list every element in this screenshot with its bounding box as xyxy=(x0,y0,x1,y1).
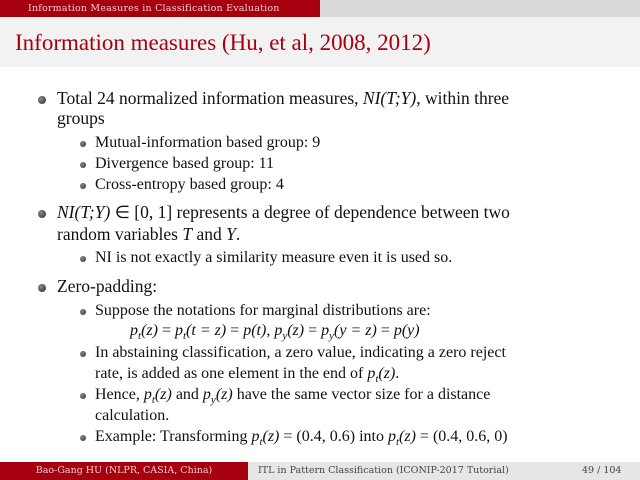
text-line: pt(z) = pt(t = z) = p(t), py(z) = py(y =… xyxy=(130,322,420,342)
text-segment: NI is not exactly a similarity measure e… xyxy=(95,249,453,266)
text-line: Total 24 normalized information measures… xyxy=(57,88,509,109)
math-segment: t xyxy=(182,330,187,343)
math-segment: p xyxy=(130,322,138,339)
bullet-icon xyxy=(80,256,86,262)
slide-title: Information measures (Hu, et al, 2008, 2… xyxy=(15,30,431,55)
title-band xyxy=(0,17,640,67)
text-segment: Cross-entropy based group: 4 xyxy=(95,176,284,193)
text-line: random variables T and Y. xyxy=(57,224,240,245)
text-segment: = (0.4, 0.6, 0) xyxy=(415,428,508,445)
math-segment: t xyxy=(138,330,142,343)
text-line: Cross-entropy based group: 4 xyxy=(95,176,284,194)
text-line: calculation. xyxy=(95,407,169,425)
math-segment: p(t) xyxy=(243,322,267,339)
text-segment: calculation. xyxy=(95,407,170,424)
math-segment: NI(T;Y) xyxy=(57,202,111,222)
math-segment: (z) xyxy=(141,322,158,339)
text-line: Suppose the notations for marginal distr… xyxy=(95,302,431,320)
text-segment: = (0.4, 0.6) into xyxy=(279,428,388,445)
math-segment: T xyxy=(182,224,193,244)
text-line: In abstaining classification, a zero val… xyxy=(95,344,506,362)
math-segment: p xyxy=(274,322,283,339)
text-segment: = xyxy=(376,322,394,339)
text-segment: and xyxy=(171,386,203,403)
math-segment: (z) xyxy=(262,428,280,445)
text-segment: In abstaining classification, a zero val… xyxy=(95,344,506,361)
text-line: Example: Transforming pt(z) = (0.4, 0.6)… xyxy=(95,428,508,448)
bullet-icon xyxy=(80,162,86,168)
math-segment: (z) xyxy=(215,386,233,403)
text-line: rate, is added as one element in the end… xyxy=(95,365,399,385)
bullet-icon xyxy=(80,141,86,147)
math-segment: p xyxy=(367,365,376,382)
text-segment: = xyxy=(157,322,175,339)
math-segment: (t = z) xyxy=(186,322,227,339)
text-segment: Hence, xyxy=(95,386,144,403)
page-number[interactable]: 49 / 104 xyxy=(582,465,622,476)
footer-author: Bao-Gang HU (NLPR, CASIA, China) xyxy=(0,462,248,480)
text-segment: groups xyxy=(57,108,105,128)
math-segment: p xyxy=(387,428,396,445)
math-segment: p xyxy=(321,322,330,339)
math-segment: t xyxy=(259,436,263,449)
math-segment: (z) xyxy=(287,322,305,339)
bullet-icon xyxy=(38,284,46,292)
text-segment: , xyxy=(266,322,275,339)
section-title: Information Measures in Classification E… xyxy=(0,0,320,17)
math-segment: y xyxy=(210,394,216,407)
text-segment: have the same vector size for a distance xyxy=(232,386,491,403)
bullet-icon xyxy=(38,96,46,104)
bullet-icon xyxy=(80,435,86,441)
math-segment: (z) xyxy=(399,428,416,445)
text-segment: . xyxy=(395,365,400,382)
math-segment: t xyxy=(151,394,155,407)
math-segment: NI(T;Y) xyxy=(362,88,417,108)
bullet-icon xyxy=(80,183,86,189)
math-segment: Y xyxy=(226,224,236,244)
math-segment: p xyxy=(143,386,152,403)
text-segment: . xyxy=(235,224,241,244)
text-line: NI(T;Y) ∈ [0, 1] represents a degree of … xyxy=(57,202,510,223)
math-segment: y xyxy=(282,330,288,343)
text-segment: = xyxy=(226,322,244,339)
text-segment: Mutual-information based group: 9 xyxy=(95,134,321,151)
math-segment: p xyxy=(251,428,260,445)
text-segment: ∈ [0, 1] represents a degree of dependen… xyxy=(110,202,510,222)
text-segment: , within three xyxy=(416,88,510,108)
text-line: Mutual-information based group: 9 xyxy=(95,134,320,152)
text-line: Divergence based group: 11 xyxy=(95,155,274,173)
text-segment: Suppose the notations for marginal distr… xyxy=(95,302,431,319)
text-segment: Divergence based group: 11 xyxy=(95,155,275,172)
text-line: Hence, pt(z) and py(z) have the same vec… xyxy=(95,386,490,406)
bullet-icon xyxy=(80,351,86,357)
footer-talk-title: ITL in Pattern Classification (ICONIP-20… xyxy=(258,465,509,476)
text-line: groups xyxy=(57,108,105,129)
bullet-icon xyxy=(80,309,86,315)
text-line: Zero-padding: xyxy=(57,276,157,297)
text-segment: Zero-padding: xyxy=(57,276,158,296)
math-segment: (z) xyxy=(378,365,396,382)
text-segment: Total 24 normalized information measures… xyxy=(57,88,363,108)
bullet-icon xyxy=(38,210,46,218)
math-segment: p xyxy=(202,386,211,403)
math-segment: y xyxy=(329,330,335,343)
math-segment: (y = z) xyxy=(334,322,377,339)
text-segment: Example: Transforming xyxy=(95,428,252,445)
footer: Bao-Gang HU (NLPR, CASIA, China) ITL in … xyxy=(0,462,640,480)
math-segment: p xyxy=(174,322,183,339)
text-line: NI is not exactly a similarity measure e… xyxy=(95,249,452,267)
math-segment: t xyxy=(375,373,379,386)
text-segment: and xyxy=(192,224,227,244)
math-segment: (z) xyxy=(154,386,172,403)
bullet-icon xyxy=(80,393,86,399)
text-segment: random variables xyxy=(57,224,183,244)
math-segment: t xyxy=(395,436,400,449)
text-segment: rate, is added as one element in the end… xyxy=(95,365,368,382)
text-segment: = xyxy=(304,322,322,339)
math-segment: p(y) xyxy=(393,322,420,339)
